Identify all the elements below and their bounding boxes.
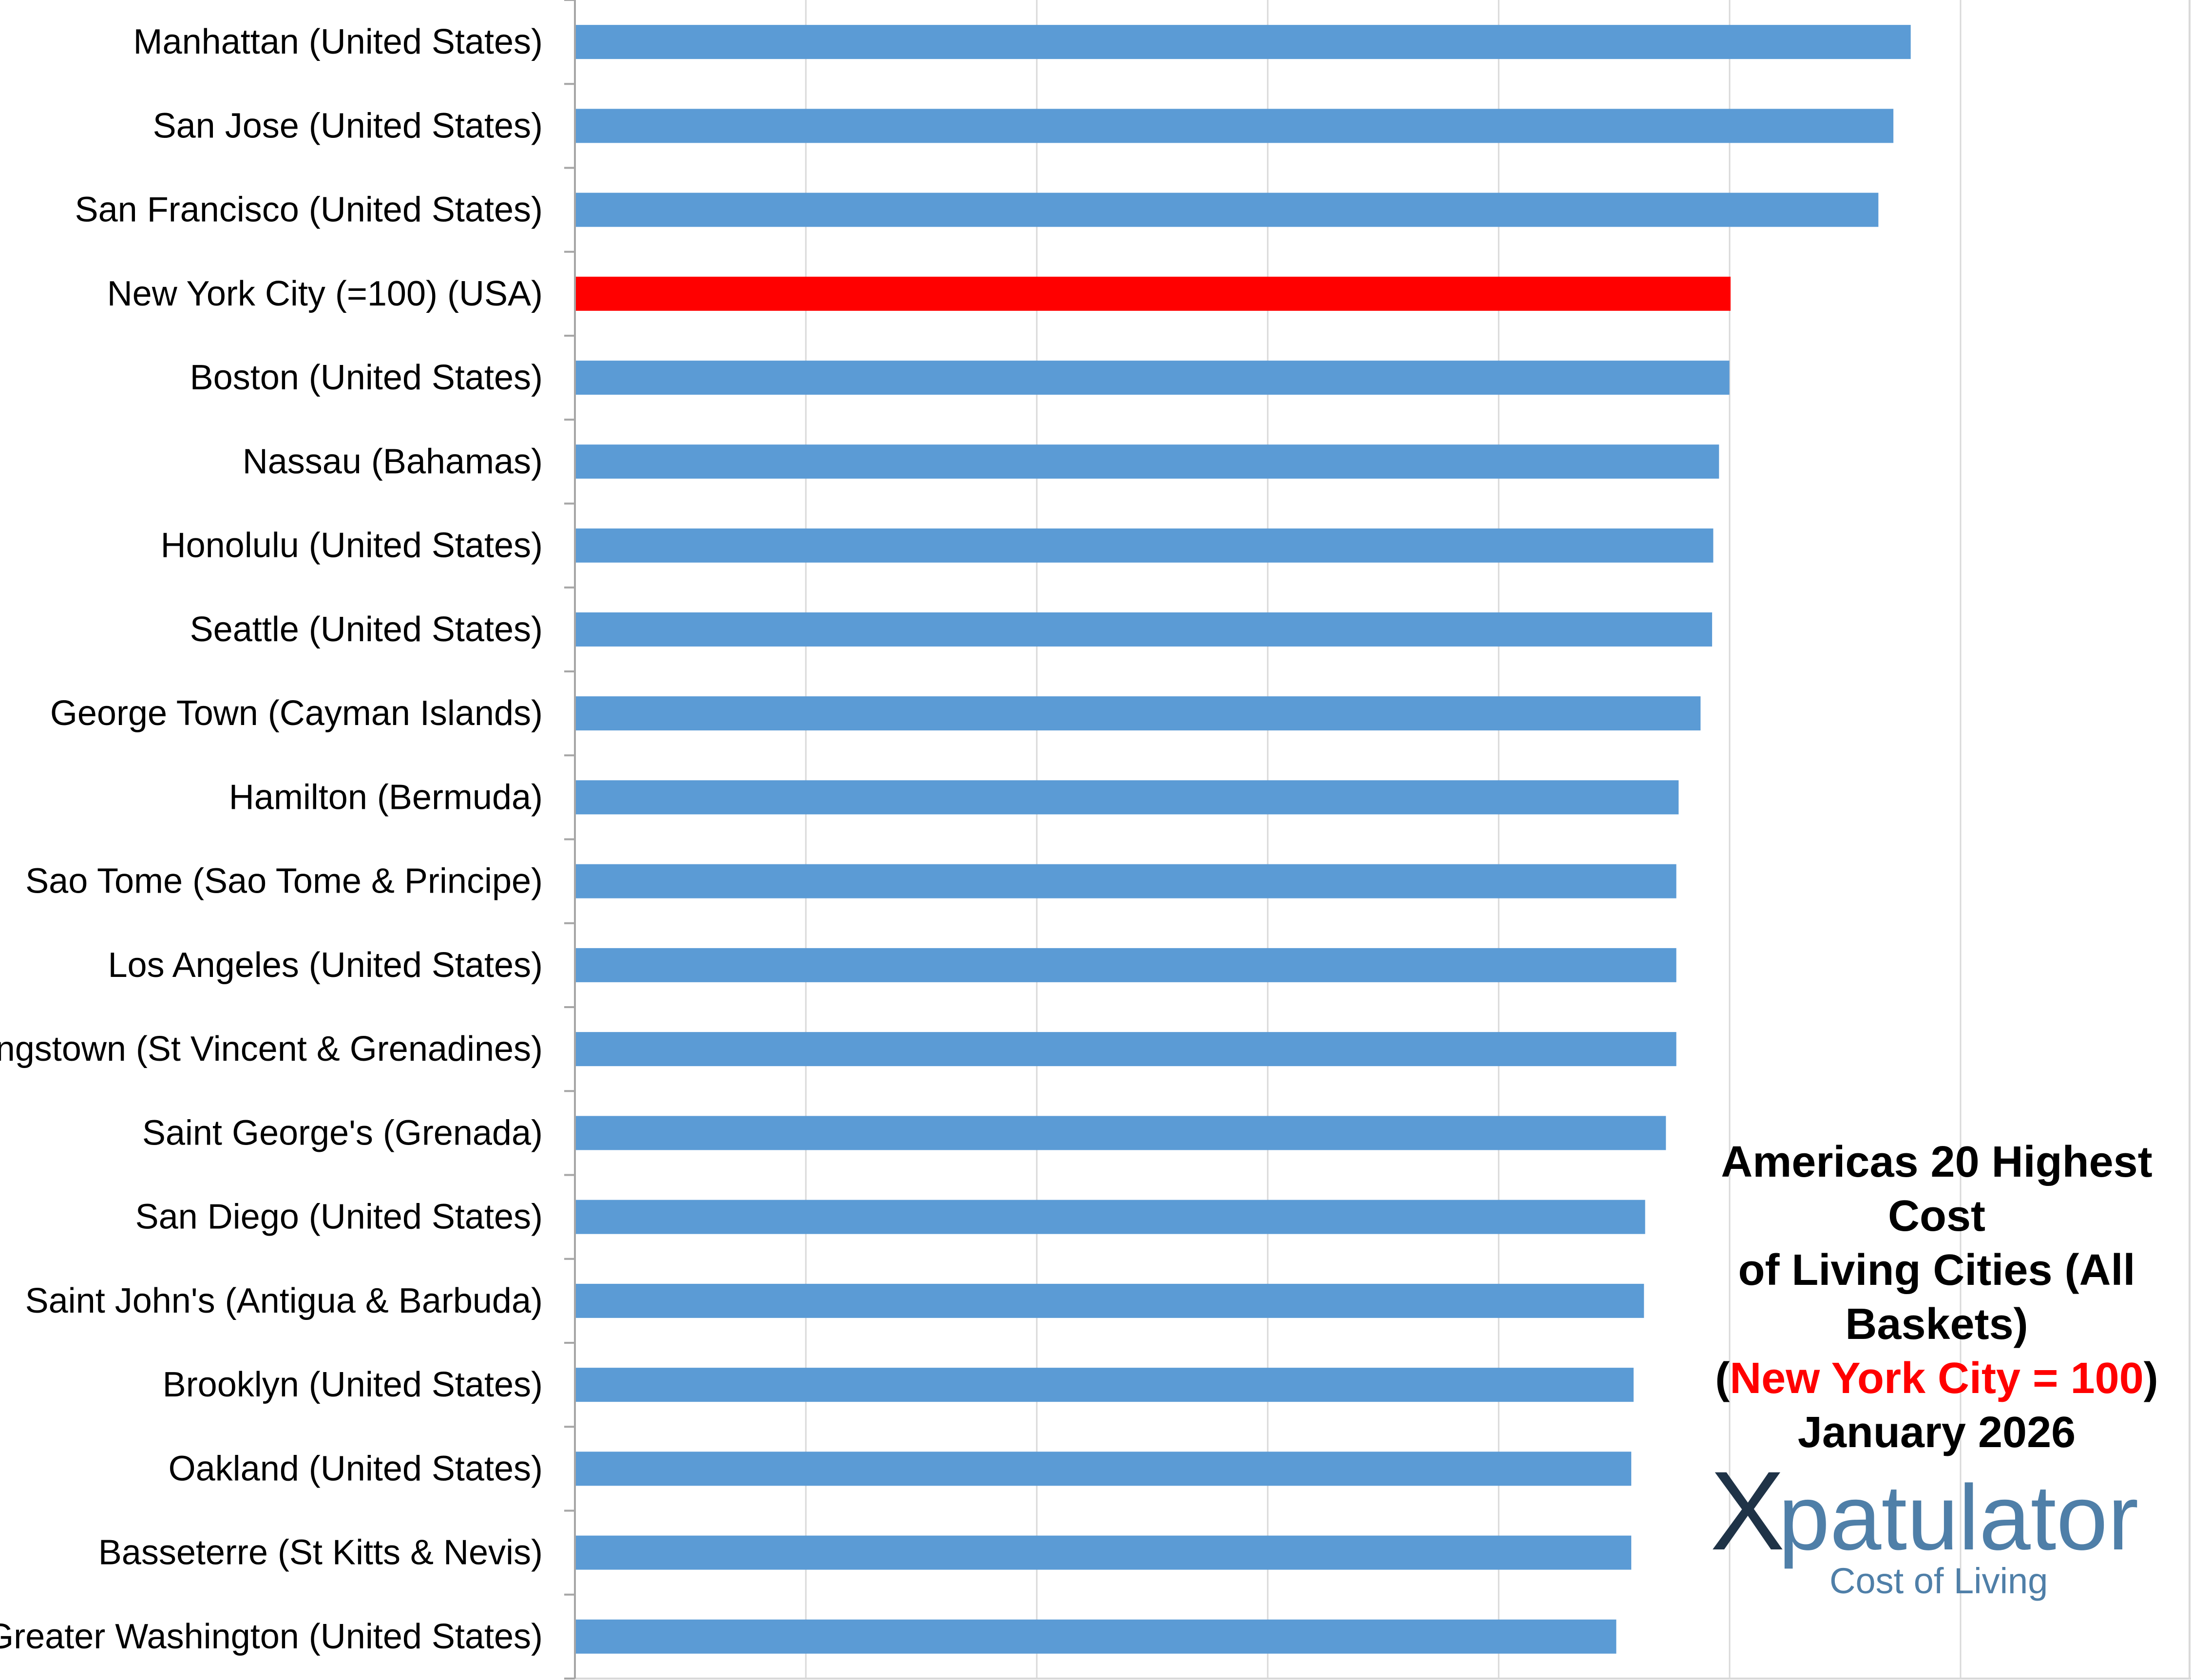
bar [576,948,1677,982]
bar [576,109,1894,143]
category-label: Hamilton (Bermuda) [229,778,543,817]
bar [576,1619,1617,1654]
title-open-paren: ( [1715,1354,1730,1403]
category-label: Saint George's (Grenada) [142,1113,543,1152]
category-label: Greater Washington (United States) [0,1617,543,1656]
chart-title-date: January 2026 [1797,1408,2076,1457]
bar [576,1200,1645,1234]
bar [576,1283,1644,1318]
chart-title: Americas 20 Highest Cost of Living Citie… [1686,1135,2188,1460]
bar-highlight [576,276,1731,311]
category-label: Boston (United States) [190,358,543,397]
category-label: Manhattan (United States) [133,22,543,61]
bar [576,25,1911,59]
bar [576,192,1879,227]
bar [576,1368,1634,1402]
category-label: Oakland (United States) [169,1449,543,1488]
bar [576,612,1713,647]
bar [576,1032,1677,1067]
logo-name: patulator [1778,1466,2138,1569]
category-label: San Francisco (United States) [75,191,543,229]
chart-title-line-4: (New York City = 100) [1686,1352,2188,1406]
category-label: Kingstown (St Vincent & Grenadines) [0,1030,543,1069]
category-label: Honolulu (United States) [161,526,543,565]
bar [576,1116,1666,1150]
chart-title-line-1: Americas 20 Highest Cost [1721,1138,2153,1241]
category-label: Brooklyn (United States) [163,1365,543,1404]
category-label: Seattle (United States) [190,610,543,649]
bar [576,696,1701,731]
category-label: San Diego (United States) [135,1198,543,1237]
chart-title-line-2: of Living Cities (All [1738,1246,2135,1295]
bar [576,1535,1632,1570]
title-close-paren: ) [2143,1354,2158,1403]
bars [576,25,1911,1654]
bar [576,864,1677,898]
bar [576,1451,1632,1486]
bar [576,780,1679,815]
xpatulator-logo: X patulator Cost of Living [1705,1448,2153,1613]
category-labels: Manhattan (United States) San Jose (Unite… [0,22,543,1656]
bar [576,444,1719,479]
chart-title-line-3: Baskets) [1845,1300,2028,1349]
category-label: Basseterre (St Kitts & Nevis) [98,1533,543,1572]
bar [576,528,1714,563]
category-label: Nassau (Bahamas) [243,442,543,481]
category-label: George Town (Cayman Islands) [50,694,543,733]
y-axis [564,0,576,1680]
bar [576,361,1730,395]
logo-svg: X patulator Cost of Living [1710,1448,2138,1601]
category-label: San Jose (United States) [153,106,543,145]
category-label: Los Angeles (United States) [108,946,543,985]
title-highlight: New York City = 100 [1730,1354,2144,1403]
category-label: Saint John's (Antigua & Barbuda) [25,1281,543,1320]
category-label: New York City (=100) (USA) [107,274,543,313]
logo-mark: X [1710,1452,1785,1573]
category-label: Sao Tome (Sao Tome & Principe) [25,862,543,901]
logo-tagline: Cost of Living [1829,1561,2048,1601]
